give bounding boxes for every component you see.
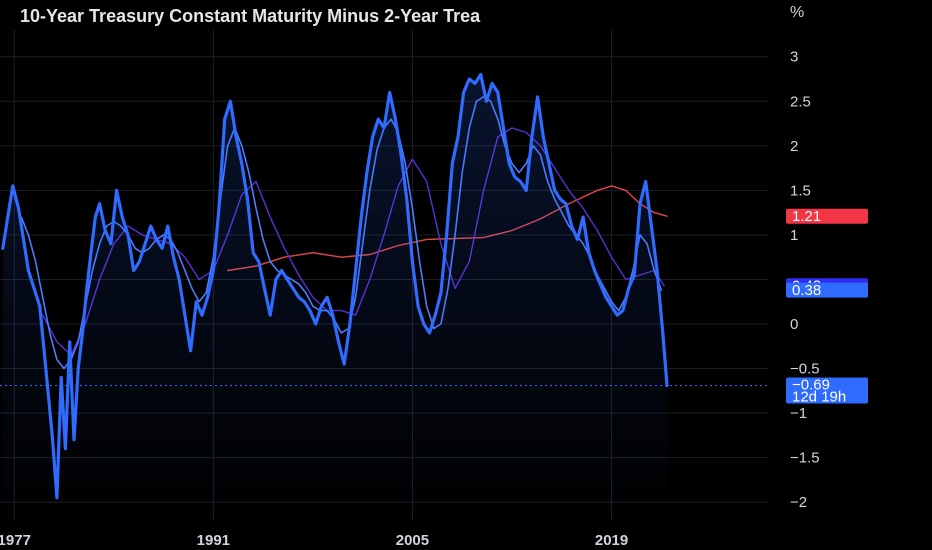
series-area-spread [2, 74, 668, 520]
y-tick-label: −2 [790, 494, 807, 511]
x-axis: 1977 1991 2005 2019 [0, 532, 628, 549]
price-badge: 0.38 [786, 282, 868, 299]
price-badge-label: 1.21 [792, 208, 821, 225]
unit-label: % [790, 4, 805, 21]
y-tick-label: 3 [790, 49, 798, 66]
x-tick-label: 2005 [396, 532, 429, 549]
price-badge-label: −0.69 [792, 376, 830, 393]
y-tick-label: 0 [790, 316, 798, 333]
price-badge-bg [786, 377, 868, 404]
y-tick-label: −1.5 [790, 450, 820, 467]
chart-title: 10-Year Treasury Constant Maturity Minus… [20, 6, 481, 26]
series-line-spread [1, 72, 669, 500]
y-tick-label: 1.5 [790, 182, 811, 199]
x-tick-label: 2019 [595, 532, 628, 549]
y-tick-label: −0.5 [790, 361, 820, 378]
y-tick-label: −1 [790, 405, 807, 422]
price-badge-bg [786, 282, 868, 298]
x-tick-label: 1977 [0, 532, 31, 549]
y-tick-label: 1 [790, 227, 798, 244]
series-layer [1, 72, 669, 520]
y-axis: 3 2.5 2 1.5 1 0 −0.5 −1 −1.5 −2 [790, 49, 820, 511]
price-badge: 1.21 [786, 208, 868, 225]
price-badge-countdown: 12d 19h [792, 388, 846, 405]
x-tick-label: 1991 [197, 532, 230, 549]
y-tick-label: 2 [790, 138, 798, 155]
price-badge-label: 0.38 [792, 282, 821, 299]
price-badge-bg [786, 208, 868, 224]
y-tick-label: 2.5 [790, 93, 811, 110]
